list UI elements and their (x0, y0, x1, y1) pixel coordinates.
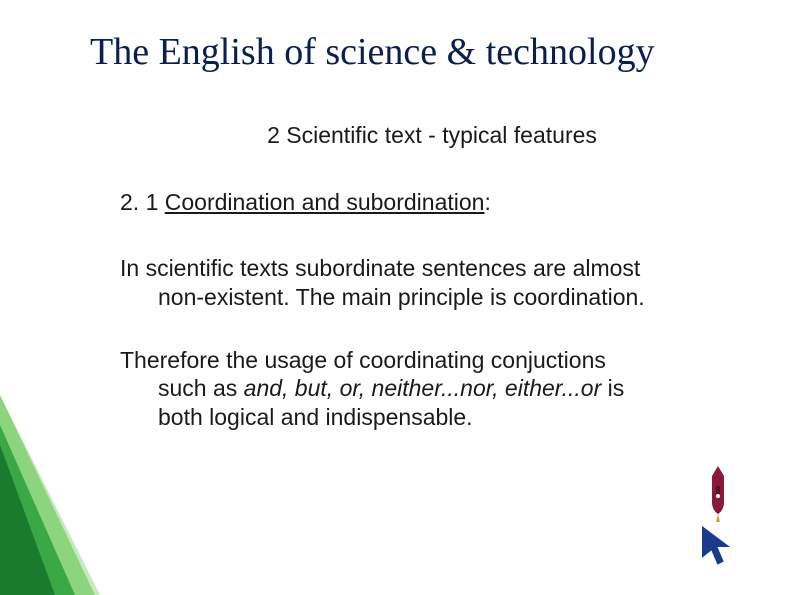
section-colon: : (484, 189, 490, 215)
section-heading-text: Coordination and subordination (165, 189, 485, 215)
section-number: 2. 1 (120, 189, 165, 215)
para1-line1: In scientific texts subordinate sentence… (120, 255, 640, 281)
para2-line3: both logical and indispensable. (120, 403, 734, 432)
subtitle: 2 Scientific text - typical features (130, 122, 734, 149)
para2-line1: Therefore the usage of coordinating conj… (120, 347, 606, 373)
para2-line2a: such as (158, 375, 244, 401)
para2-line2c: is (601, 375, 624, 401)
para2-italic: and, but, or, neither...nor, either...or (244, 375, 602, 401)
pen-icon (702, 466, 734, 527)
cursor-arrow-icon (697, 522, 739, 575)
para2-line2: such as and, but, or, neither...nor, eit… (120, 374, 734, 403)
paragraph-1: In scientific texts subordinate sentence… (120, 254, 734, 312)
page-title: The English of science & technology (90, 30, 734, 74)
paragraph-2: Therefore the usage of coordinating conj… (120, 346, 734, 432)
section-heading: 2. 1 Coordination and subordination: (120, 189, 734, 216)
slide: The English of science & technology 2 Sc… (0, 0, 794, 595)
para1-line2: non-existent. The main principle is coor… (120, 283, 734, 312)
